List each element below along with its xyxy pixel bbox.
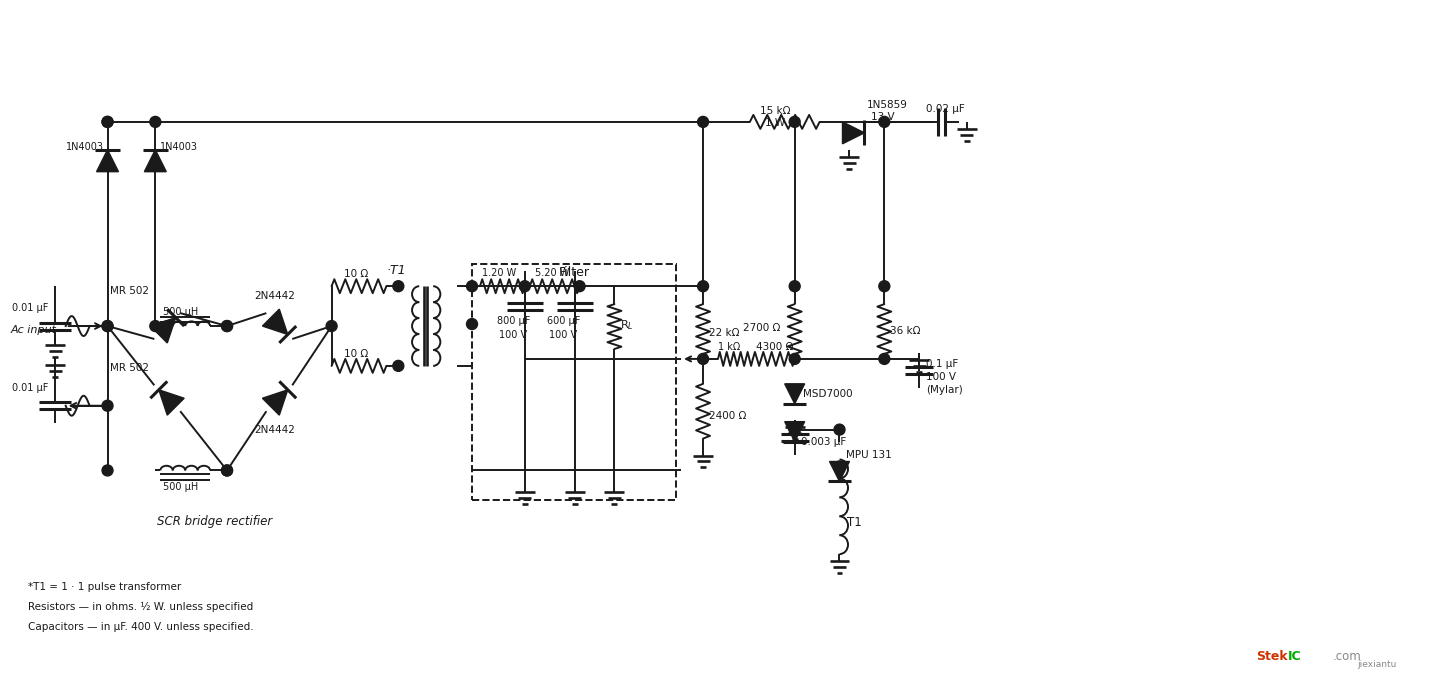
Text: MPU 131: MPU 131 — [846, 450, 892, 460]
Text: .com: .com — [1333, 650, 1361, 662]
Circle shape — [834, 461, 844, 472]
Text: 2700 Ω: 2700 Ω — [742, 323, 780, 333]
Text: 1N4003: 1N4003 — [66, 142, 103, 152]
Circle shape — [790, 354, 800, 364]
Circle shape — [520, 281, 530, 291]
Text: 0.1 μF: 0.1 μF — [926, 359, 958, 369]
Text: 0.003 μF: 0.003 μF — [801, 437, 846, 447]
Text: IC: IC — [1288, 650, 1301, 662]
Circle shape — [879, 281, 890, 291]
Text: 800 μF: 800 μF — [497, 316, 530, 326]
Polygon shape — [145, 150, 167, 172]
Text: R$_L$: R$_L$ — [620, 318, 635, 332]
Text: 1 kΩ: 1 kΩ — [718, 342, 740, 352]
Circle shape — [102, 116, 113, 127]
Text: 10 Ω: 10 Ω — [343, 269, 368, 279]
Circle shape — [393, 281, 404, 291]
Text: 2N4442: 2N4442 — [254, 291, 296, 301]
Text: Resistors — in ohms. ½ W. unless specified: Resistors — in ohms. ½ W. unless specifi… — [27, 602, 253, 612]
Polygon shape — [159, 390, 184, 415]
Text: MR 502: MR 502 — [109, 363, 148, 373]
Polygon shape — [263, 309, 287, 335]
Text: Filter: Filter — [559, 266, 590, 279]
Polygon shape — [784, 384, 804, 404]
Polygon shape — [784, 422, 804, 441]
Circle shape — [698, 116, 708, 127]
Text: 15 kΩ: 15 kΩ — [760, 106, 790, 116]
Circle shape — [790, 281, 800, 291]
Circle shape — [221, 465, 233, 476]
Text: 1N4003: 1N4003 — [161, 142, 198, 152]
Text: 0.02 μF: 0.02 μF — [926, 104, 965, 114]
Circle shape — [467, 281, 478, 291]
Text: T1: T1 — [847, 516, 862, 529]
Circle shape — [326, 320, 337, 331]
Text: 2N4442: 2N4442 — [254, 425, 296, 435]
Text: Ac input: Ac input — [11, 325, 57, 335]
Text: 5.20 W: 5.20 W — [534, 268, 569, 279]
Text: SCR bridge rectifier: SCR bridge rectifier — [158, 515, 273, 528]
Text: *T1 = 1 · 1 pulse transformer: *T1 = 1 · 1 pulse transformer — [27, 582, 181, 592]
Polygon shape — [843, 122, 864, 144]
Text: 0.01 μF: 0.01 μF — [11, 303, 47, 313]
Text: 600 μF: 600 μF — [547, 316, 580, 326]
Circle shape — [467, 318, 478, 329]
Text: 0.01 μF: 0.01 μF — [11, 383, 47, 393]
Text: 22 kΩ: 22 kΩ — [709, 328, 740, 338]
Text: 10 Ω: 10 Ω — [343, 349, 368, 359]
Text: (Mylar): (Mylar) — [926, 385, 964, 395]
Polygon shape — [151, 318, 175, 343]
Circle shape — [149, 320, 161, 331]
Circle shape — [102, 400, 113, 411]
Text: 36 kΩ: 36 kΩ — [890, 326, 920, 336]
Circle shape — [102, 320, 113, 331]
Bar — [472, 264, 676, 500]
Circle shape — [102, 116, 113, 127]
Circle shape — [221, 465, 233, 476]
Circle shape — [698, 281, 708, 291]
Polygon shape — [263, 390, 287, 415]
Text: 1N5859: 1N5859 — [866, 100, 908, 110]
Circle shape — [698, 354, 708, 364]
Circle shape — [102, 320, 113, 331]
Circle shape — [221, 320, 233, 331]
Text: ·T1: ·T1 — [386, 264, 406, 277]
Text: 2400 Ω: 2400 Ω — [709, 410, 747, 420]
Text: 1 W: 1 W — [765, 118, 785, 128]
Text: 100 V: 100 V — [549, 330, 577, 340]
Circle shape — [879, 116, 890, 127]
Text: MR 502: MR 502 — [109, 286, 148, 296]
Circle shape — [102, 465, 113, 476]
Text: 13 V: 13 V — [872, 112, 895, 122]
Circle shape — [879, 354, 890, 364]
Circle shape — [149, 116, 161, 127]
Polygon shape — [830, 462, 850, 481]
Circle shape — [574, 281, 584, 291]
Circle shape — [221, 320, 233, 331]
Circle shape — [393, 360, 404, 371]
Text: 1.20 W: 1.20 W — [482, 268, 516, 279]
Circle shape — [790, 116, 800, 127]
Text: 100 V: 100 V — [498, 330, 527, 340]
Text: MSD7000: MSD7000 — [803, 389, 853, 399]
Text: Stek: Stek — [1256, 650, 1288, 662]
Circle shape — [834, 424, 844, 435]
Text: 500 μH: 500 μH — [164, 483, 198, 492]
Text: jiexiantu: jiexiantu — [1357, 660, 1397, 669]
Text: 4300 Ω: 4300 Ω — [755, 342, 793, 352]
Circle shape — [790, 424, 800, 435]
Polygon shape — [96, 150, 119, 172]
Text: 100 V: 100 V — [926, 372, 956, 382]
Text: 500 μH: 500 μH — [164, 307, 198, 317]
Text: Capacitors — in μF. 400 V. unless specified.: Capacitors — in μF. 400 V. unless specif… — [27, 622, 254, 632]
